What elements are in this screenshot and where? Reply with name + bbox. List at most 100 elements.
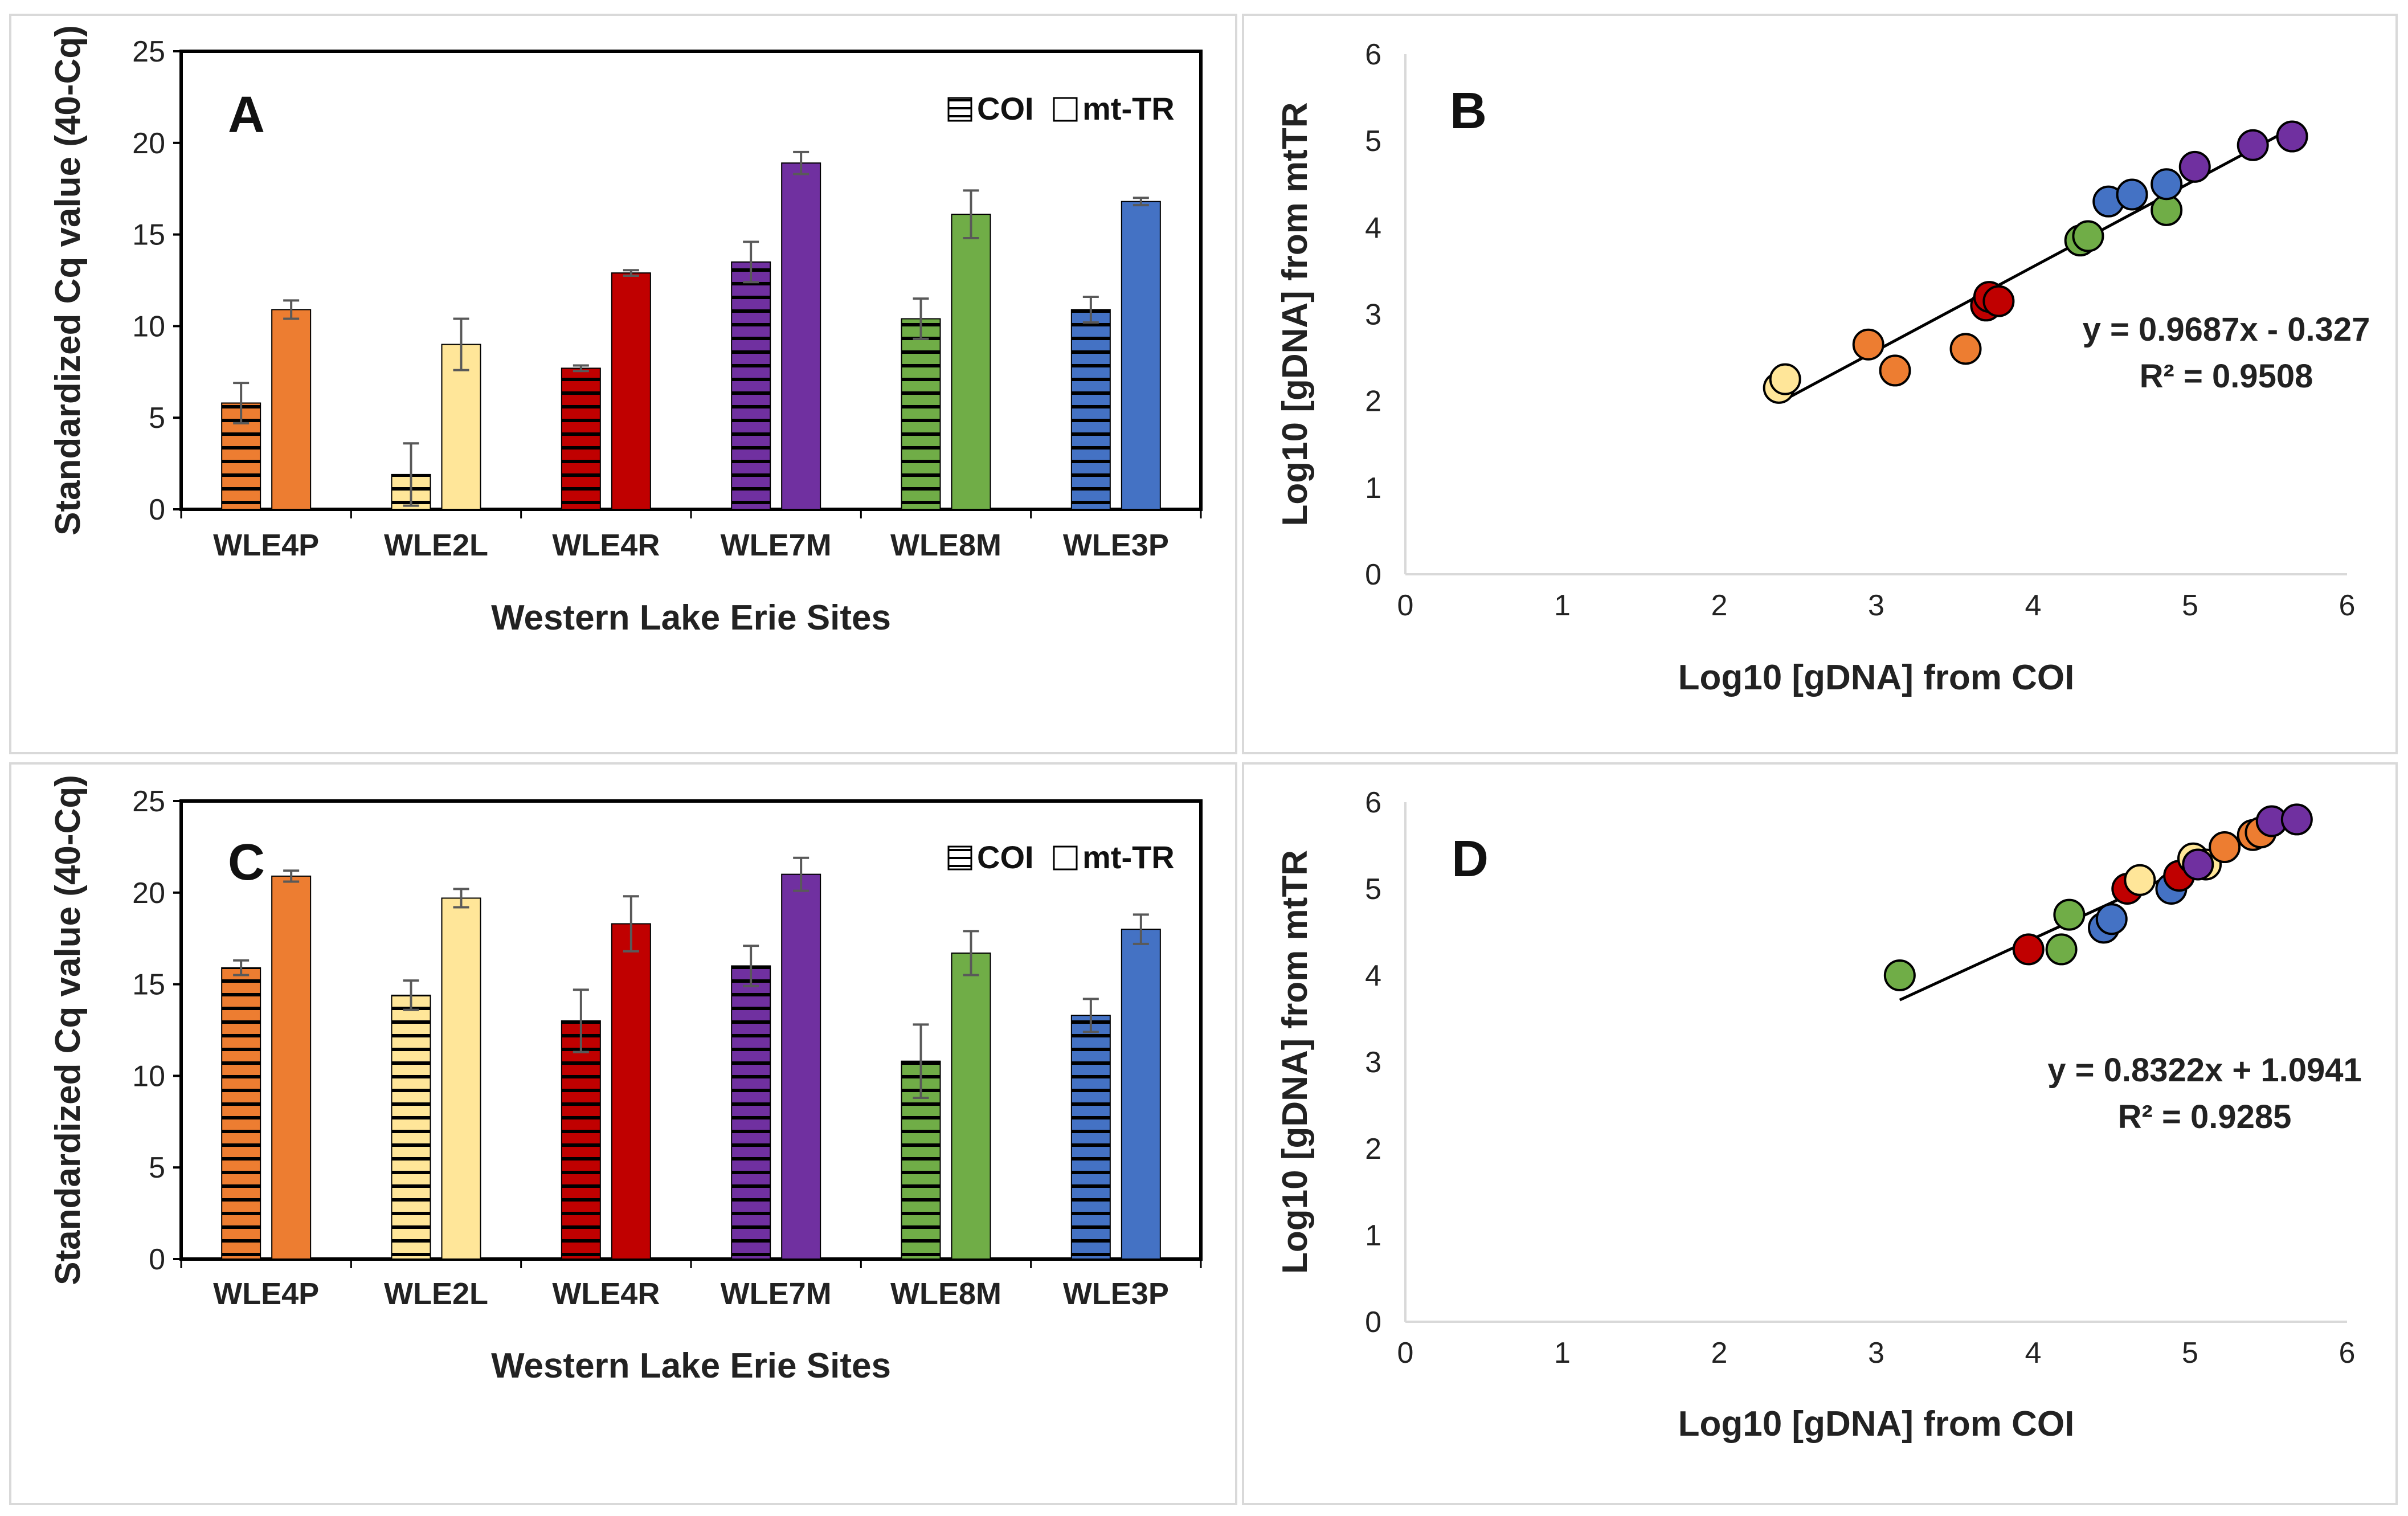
point-wle4r xyxy=(2012,933,2045,966)
x-tick-label: 3 xyxy=(1868,1337,1884,1370)
point-wle7m xyxy=(2182,848,2214,881)
legend-label-coi: COI xyxy=(977,839,1034,875)
bar-mt-tr-wle8m xyxy=(951,214,991,510)
y-tick-label: 2 xyxy=(1365,385,1381,418)
y-tick-label: 1 xyxy=(1365,1219,1381,1252)
bar-mt-tr-wle3p xyxy=(1121,201,1161,510)
y-tick-label: 25 xyxy=(132,785,165,818)
bar-mt-tr-wle7m xyxy=(781,162,821,510)
legend-swatch-mttr xyxy=(1053,845,1078,871)
panel-a: 0 5 10 15 20 25 WLE4P WLE2L WLE4R WLE7M WLE8M WLE3P… xyxy=(48,25,1203,638)
point-wle7m xyxy=(2280,803,2313,836)
legend-swatch-coi xyxy=(947,845,972,871)
y-tick-label: 15 xyxy=(132,969,165,1002)
y-tick-label: 0 xyxy=(1365,1306,1381,1339)
category-label: WLE4R xyxy=(552,528,660,562)
y-tick-label: 20 xyxy=(132,877,165,910)
bar-coi-wle3p xyxy=(1070,1015,1111,1260)
category-label: WLE8M xyxy=(890,1277,1001,1311)
y-tick-label: 3 xyxy=(1365,1046,1381,1079)
point-wle4p xyxy=(2209,831,2241,864)
plot-frame xyxy=(179,50,1203,511)
bar-mt-tr-wle8m xyxy=(951,952,991,1260)
point-wle3p xyxy=(2095,903,2128,935)
panel-d: 0 1 2 3 4 5 6 0 1 2 3 4 5 6 y = 0.8322x + 1.0941 R² = 0… xyxy=(1275,786,2362,1444)
x-tick-label: 5 xyxy=(2182,589,2198,622)
plot-frame xyxy=(179,799,1203,1261)
regression-equation: y = 0.8322x + 1.0941 xyxy=(2047,1052,2362,1089)
y-tick-label: 5 xyxy=(149,1151,165,1184)
panel-border-d xyxy=(1242,762,2398,1505)
category-label: WLE3P xyxy=(1063,1277,1169,1311)
y-axis-title: Standardized Cq value (40-Cq) xyxy=(48,25,88,536)
bar-mt-tr-wle4p xyxy=(271,309,312,510)
legend-label-coi: COI xyxy=(977,91,1034,126)
legend-label-mttr: mt-TR xyxy=(1082,839,1175,875)
x-axis-title: Western Lake Erie Sites xyxy=(491,1346,891,1386)
bar-coi-wle4p xyxy=(221,967,261,1260)
x-tick-label: 0 xyxy=(1397,589,1414,622)
bar-mt-tr-wle4p xyxy=(271,875,312,1260)
y-tick-label: 5 xyxy=(1365,873,1381,906)
panel-letter: B xyxy=(1450,83,1487,140)
panel-border-c xyxy=(9,762,1237,1505)
point-wle2l xyxy=(1769,363,1801,395)
bar-mt-tr-wle2l xyxy=(441,344,481,510)
y-tick-label: 4 xyxy=(1365,211,1381,244)
point-wle4p xyxy=(1949,333,1982,365)
y-tick-label: 10 xyxy=(132,310,165,343)
point-wle8m xyxy=(2053,898,2086,931)
panel-letter: A xyxy=(228,87,265,144)
y-axis-title: Standardized Cq value (40-Cq) xyxy=(48,775,88,1285)
bar-mt-tr-wle2l xyxy=(441,897,481,1260)
y-tick-label: 4 xyxy=(1365,959,1381,992)
y-tick-label: 0 xyxy=(149,493,165,526)
x-axis-title: Log10 [gDNA] from COI xyxy=(1678,658,2075,697)
category-label: WLE7M xyxy=(721,1277,832,1311)
panel-c: 0 5 10 15 20 25 WLE4P WLE2L WLE4R WLE7M WLE8M WLE3P… xyxy=(48,775,1203,1386)
regression-equation: y = 0.9687x - 0.327 xyxy=(2083,311,2370,348)
x-tick-label: 4 xyxy=(2025,589,2042,622)
bar-mt-tr-wle7m xyxy=(781,873,821,1260)
x-tick-label: 2 xyxy=(1711,1337,1728,1370)
r-squared: R² = 0.9508 xyxy=(2140,358,2313,395)
bar-mt-tr-wle4r xyxy=(611,272,651,510)
point-wle4p xyxy=(1879,354,1911,387)
y-axis-title: Log10 [gDNA] from mtTR xyxy=(1275,850,1315,1274)
y-tick-label: 5 xyxy=(149,402,165,435)
r-squared: R² = 0.9285 xyxy=(2118,1098,2292,1135)
x-axis-title: Western Lake Erie Sites xyxy=(491,598,891,638)
category-label: WLE2L xyxy=(384,1277,488,1311)
category-label: WLE2L xyxy=(384,528,488,562)
panel-border-a xyxy=(9,14,1237,754)
y-axis-title: Log10 [gDNA] from mtTR xyxy=(1275,103,1315,526)
category-label: WLE4R xyxy=(552,1277,660,1311)
point-wle8m xyxy=(2045,933,2078,966)
legend-swatch-coi xyxy=(947,97,972,122)
x-tick-label: 1 xyxy=(1554,589,1571,622)
point-wle8m xyxy=(1883,959,1916,991)
y-tick-label: 2 xyxy=(1365,1133,1381,1166)
point-wle3p xyxy=(2116,178,2148,211)
category-label: WLE4P xyxy=(213,528,319,562)
category-label: WLE3P xyxy=(1063,528,1169,562)
y-tick-label: 0 xyxy=(149,1243,165,1276)
panel-letter: C xyxy=(228,834,265,891)
y-tick-label: 25 xyxy=(132,35,165,68)
x-tick-label: 4 xyxy=(2025,1337,2042,1370)
y-tick-label: 15 xyxy=(132,219,165,252)
point-wle4r xyxy=(1982,285,2015,317)
bar-coi-wle4r xyxy=(561,367,601,510)
y-tick-label: 6 xyxy=(1365,786,1381,819)
point-wle2l xyxy=(2124,864,2156,896)
bar-mt-tr-wle4r xyxy=(611,923,651,1260)
x-tick-label: 1 xyxy=(1554,1337,1571,1370)
y-tick-label: 20 xyxy=(132,127,165,160)
bar-coi-wle7m xyxy=(731,261,771,510)
point-wle7m xyxy=(2276,120,2308,153)
y-tick-label: 5 xyxy=(1365,125,1381,158)
x-tick-label: 6 xyxy=(2339,1337,2356,1370)
x-tick-label: 2 xyxy=(1711,589,1728,622)
x-axis-title: Log10 [gDNA] from COI xyxy=(1678,1404,2075,1444)
